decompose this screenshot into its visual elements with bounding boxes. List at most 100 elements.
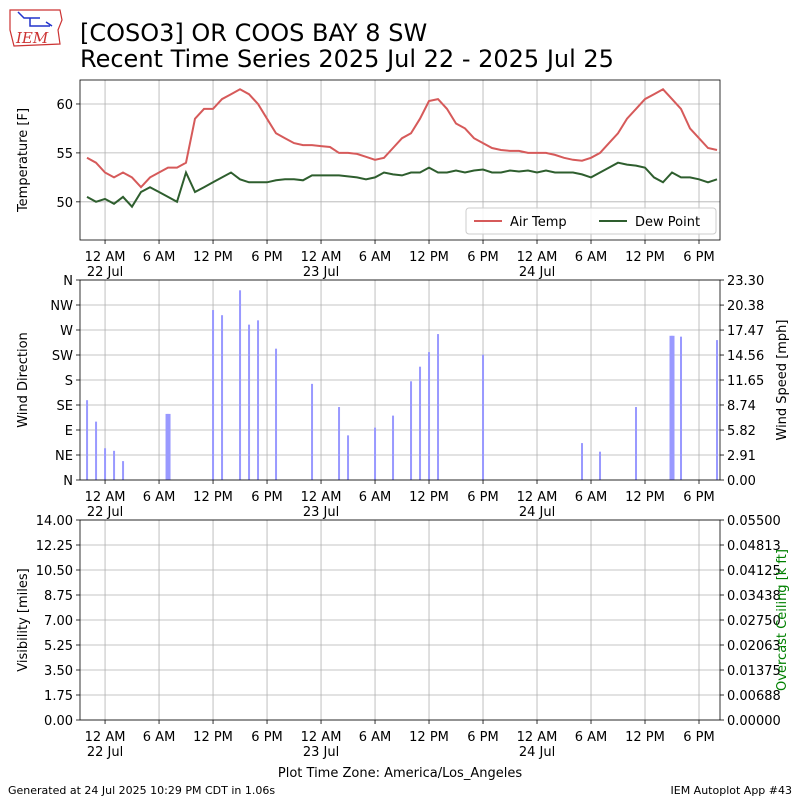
y2-tick-label: 0.00000: [727, 714, 781, 729]
x-tick-label: 6 PM: [467, 730, 498, 745]
y2-tick-label: 23.30: [727, 274, 764, 289]
x-tick-label: 6 AM: [359, 730, 392, 745]
bar: [347, 435, 350, 480]
bar: [716, 340, 719, 480]
x-tick-label: 6 PM: [251, 730, 282, 745]
bar: [338, 407, 341, 480]
y2-tick-label: 0.04125: [727, 564, 781, 579]
y-tick-label: N: [63, 274, 73, 289]
y2-tick-label: 2.91: [727, 449, 756, 464]
legend-label: Air Temp: [510, 215, 567, 230]
bar: [672, 335, 675, 480]
x-tick-label: 12 PM: [409, 730, 449, 745]
x-tick-label: 6 AM: [359, 490, 392, 505]
x-tick-label: 6 PM: [251, 490, 282, 505]
bar: [428, 352, 431, 480]
bar: [635, 407, 638, 480]
y2-tick-label: 20.38: [727, 299, 764, 314]
x-tick-label: 6 PM: [683, 730, 714, 745]
y2-tick-label: 0.01375: [727, 664, 781, 679]
y-tick-label: E: [65, 424, 73, 439]
logo-lines: [17, 11, 53, 27]
y2-tick-label: 17.47: [727, 324, 764, 339]
bar: [248, 324, 251, 480]
bar: [680, 336, 683, 480]
x-tick-label: 6 PM: [251, 250, 282, 265]
x-tick-label: 12 AM 22 Jul: [85, 250, 126, 280]
x-tick-label: 12 AM 22 Jul: [85, 730, 126, 760]
x-tick-label: 12 AM 24 Jul: [517, 490, 558, 520]
x-tick-label: 6 PM: [683, 250, 714, 265]
bar: [122, 461, 125, 480]
y-tick-label: 7.00: [44, 614, 73, 629]
y2-tick-label: 0.00: [727, 474, 756, 489]
bar: [221, 315, 224, 480]
y-tick-label: W: [60, 324, 73, 339]
plot-frame: [79, 519, 721, 721]
y2-tick-label: 0.05500: [727, 514, 781, 529]
x-tick-label: 6 PM: [467, 250, 498, 265]
y2-tick-label: 0.04813: [727, 539, 781, 554]
chart-subtitle: Recent Time Series 2025 Jul 22 - 2025 Ju…: [80, 45, 614, 73]
x-tick-label: 12 AM 23 Jul: [301, 250, 342, 280]
y-tick-label: SE: [57, 399, 73, 414]
bar: [239, 290, 242, 480]
bar: [167, 413, 170, 480]
x-tick-label: 6 AM: [143, 250, 176, 265]
bar: [212, 310, 215, 480]
bar: [165, 413, 168, 480]
logo-outline: [9, 9, 63, 47]
y-tick-label: 10.50: [36, 564, 73, 579]
x-axis-label: Plot Time Zone: America/Los_Angeles: [278, 766, 522, 781]
y-tick-label: 14.00: [36, 514, 73, 529]
x-tick-label: 6 PM: [683, 490, 714, 505]
logo: IEM: [9, 9, 63, 47]
footer-right: IEM Autoplot App #43: [671, 784, 793, 797]
plot-frame: [79, 279, 721, 481]
x-tick-label: 12 PM: [193, 730, 233, 745]
x-tick-label: 12 PM: [625, 490, 665, 505]
bar: [419, 366, 422, 480]
y-tick-label: 55: [56, 147, 73, 162]
y2-axis-label: Overcast Ceiling [k ft]: [775, 549, 790, 691]
line-series: [86, 161, 718, 209]
y-axis-label: Visibility [miles]: [16, 568, 31, 671]
logo-text: IEM: [15, 29, 49, 47]
y2-axis-label: Wind Speed [mph]: [775, 320, 790, 441]
y-axis-label: Wind Direction: [16, 332, 31, 428]
y-tick-label: 3.50: [44, 664, 73, 679]
chart-title: [COSO3] OR COOS BAY 8 SW: [80, 19, 427, 47]
legend-label: Dew Point: [635, 215, 700, 230]
x-tick-label: 12 AM 24 Jul: [517, 250, 558, 280]
plot-frame: [79, 79, 721, 241]
bar: [437, 334, 440, 480]
y-tick-label: 5.25: [44, 639, 73, 654]
bar: [671, 335, 674, 480]
bar: [257, 320, 260, 480]
x-tick-label: 12 PM: [409, 490, 449, 505]
bar: [95, 421, 98, 480]
bar: [581, 443, 584, 480]
bar: [275, 348, 278, 480]
x-tick-label: 12 AM 23 Jul: [301, 490, 342, 520]
x-tick-label: 6 AM: [575, 730, 608, 745]
y2-tick-label: 11.65: [727, 374, 764, 389]
y-tick-label: NW: [50, 299, 73, 314]
x-tick-label: 12 PM: [409, 250, 449, 265]
x-tick-label: 12 AM 23 Jul: [301, 730, 342, 760]
bar: [482, 354, 485, 480]
x-tick-label: 6 AM: [575, 250, 608, 265]
x-tick-label: 12 PM: [625, 730, 665, 745]
bar: [599, 451, 602, 480]
x-tick-label: 6 AM: [575, 490, 608, 505]
bar: [669, 335, 672, 480]
x-tick-label: 6 AM: [143, 730, 176, 745]
bar: [104, 448, 107, 480]
y-tick-label: S: [65, 374, 73, 389]
x-tick-label: 6 PM: [467, 490, 498, 505]
y-tick-label: 50: [56, 196, 73, 211]
y2-tick-label: 14.56: [727, 349, 764, 364]
y-tick-label: 1.75: [44, 689, 73, 704]
y-tick-label: 60: [56, 98, 73, 113]
